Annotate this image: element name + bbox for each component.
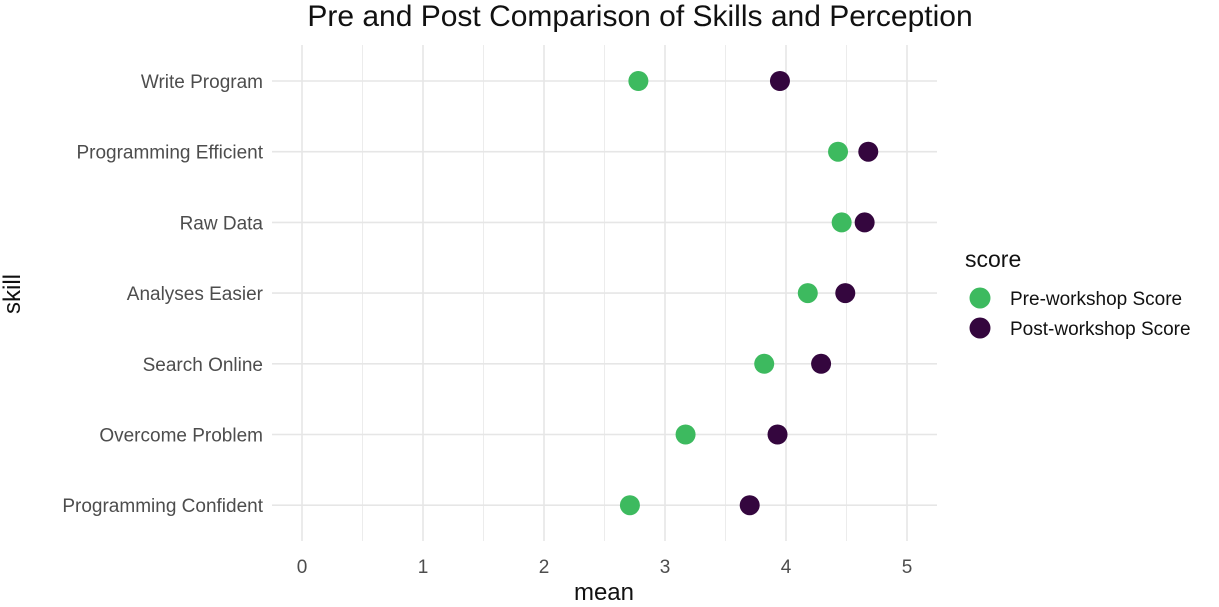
y-tick-label: Analyses Easier: [127, 284, 264, 305]
data-point: [628, 71, 649, 91]
x-tick-label: 2: [539, 557, 550, 578]
legend-key: [969, 287, 991, 309]
data-point: [769, 71, 790, 91]
data-point: [854, 212, 875, 233]
data-point: [831, 212, 852, 233]
legend-label: Pre-workshop Score: [1010, 289, 1182, 310]
points-layer: [619, 71, 879, 516]
data-point: [619, 495, 640, 516]
data-point: [767, 424, 788, 445]
x-tick-label: 5: [902, 557, 913, 578]
data-point: [858, 141, 879, 162]
legend-key: [969, 317, 991, 339]
legend-title: score: [965, 246, 1021, 272]
y-tick-label: Programming Confident: [62, 496, 263, 517]
y-tick-label: Write Program: [141, 72, 263, 93]
y-tick-label: Programming Efficient: [76, 143, 263, 164]
data-point: [797, 283, 818, 304]
x-tick-label: 4: [781, 557, 792, 578]
data-point: [739, 495, 760, 516]
legend-label: Post-workshop Score: [1010, 319, 1191, 340]
data-point: [811, 353, 832, 374]
data-point: [675, 424, 696, 445]
x-axis-title: mean: [574, 579, 634, 602]
legend: Pre-workshop Score Post-workshop Score: [969, 287, 1191, 340]
chart-title: Pre and Post Comparison of Skills and Pe…: [307, 0, 972, 33]
y-tick-label: Search Online: [143, 355, 263, 376]
x-tick-label: 1: [418, 557, 429, 578]
grid-layer: [272, 45, 937, 541]
y-axis-title: skill: [0, 274, 26, 314]
x-tick-label: 3: [660, 557, 671, 578]
x-tick-label: 0: [297, 557, 308, 578]
y-tick-label: Raw Data: [180, 213, 264, 234]
labels-layer: Write Program Programming Efficient Raw Da…: [62, 72, 912, 578]
data-point: [835, 283, 856, 304]
y-tick-label: Overcome Problem: [99, 426, 263, 447]
data-point: [754, 353, 775, 374]
data-point: [828, 141, 849, 162]
